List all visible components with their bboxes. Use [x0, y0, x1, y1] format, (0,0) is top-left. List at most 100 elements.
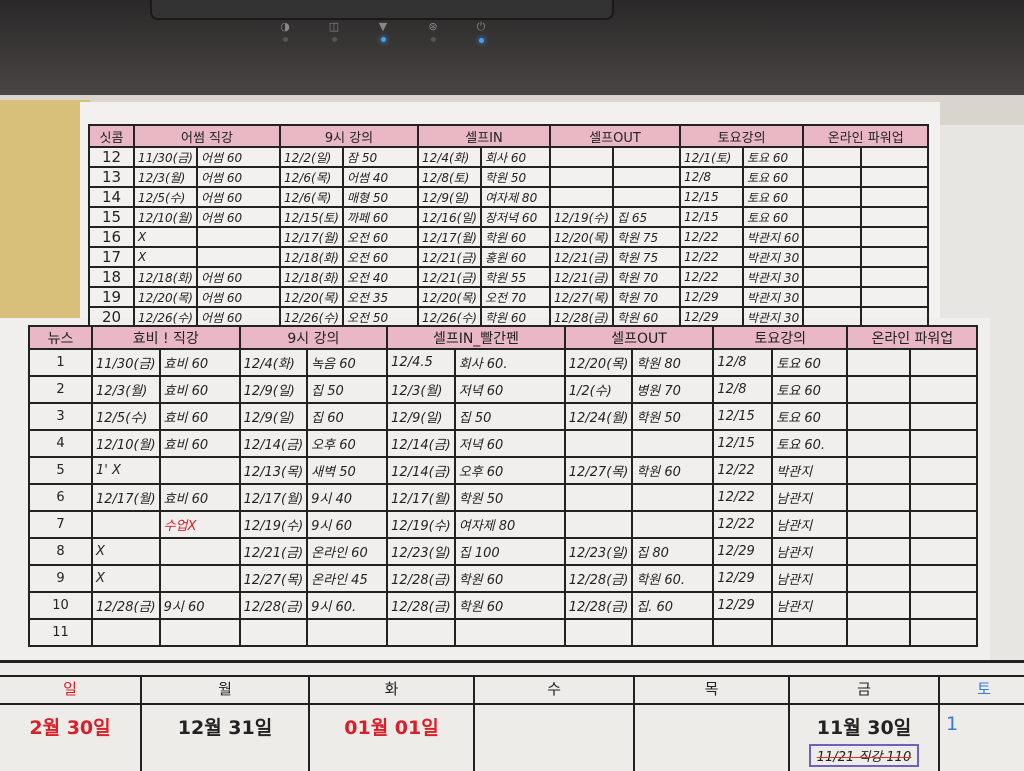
entry-cell: 토요 60: [742, 206, 805, 228]
entry-cell: 집. 60: [631, 591, 715, 620]
table-row: 20 12/26(수) 어썸 60 12/26(수) 오전 50 12/26(수) 학원 6…: [88, 306, 930, 328]
table-row: 9 X 12/27(목) 온라인 45 12/28(금) 학원 60 12/28(금) 학원 …: [28, 564, 979, 593]
date-cell: 12/6(목): [279, 186, 344, 208]
top-attendance-table: 싯콤 어썸 직강 9시 강의 셀프IN 셀프OUT 토요강의 온라인 파워업 12 11/30(…: [88, 124, 930, 328]
entry-cell: 학원 75: [612, 246, 681, 268]
date-cell: 12/28(금): [386, 564, 456, 593]
date-cell: 12/15: [679, 186, 744, 208]
entry-cell: [909, 564, 979, 593]
entry-cell: [159, 456, 241, 485]
entry-cell: 저녁 60: [454, 429, 566, 458]
date-cell: [549, 146, 614, 168]
date-cell: 12/8: [679, 166, 744, 188]
column-header: 셀프OUT: [549, 124, 681, 148]
entry-cell: [631, 510, 715, 539]
date-cell: 12/22: [679, 226, 744, 248]
entry-cell: 학원 50: [480, 166, 551, 188]
entry-cell: [860, 226, 930, 248]
date-cell: [802, 206, 863, 228]
date-cell: 12/3(월): [386, 375, 456, 404]
entry-cell: [860, 266, 930, 288]
entry-cell: 저녁 60: [454, 375, 566, 404]
date-cell: 11/30(금): [91, 348, 161, 377]
entry-cell: [909, 591, 979, 620]
date-cell: 12/23(일): [563, 537, 634, 566]
calendar-date: 1: [946, 713, 959, 735]
date-cell: [563, 618, 634, 647]
entry-cell: 오후 60: [454, 456, 566, 485]
date-cell: 12/4.5: [386, 348, 456, 377]
entry-cell: 회사 60: [480, 146, 551, 168]
table-row: 3 12/5(수) 효비 60 12/9(일) 집 60 12/9(일) 집 50 12/24…: [28, 402, 979, 431]
entry-cell: 박관지: [771, 456, 849, 485]
entry-cell: 병원 70: [631, 375, 715, 404]
date-cell: 12/29: [712, 564, 774, 593]
calendar-date: 12월 31일: [177, 717, 273, 739]
bottom-attendance-table: 뉴스 효비 ! 직강 9시 강의 셀프IN_빨간펜 셀프OUT 토요강의 온라인 파워업 1 1…: [28, 325, 979, 647]
entry-cell: [454, 618, 566, 647]
entry-cell: [860, 206, 930, 228]
date-cell: [91, 618, 161, 647]
date-cell: 12/10(월): [133, 206, 198, 228]
date-cell: 12/21(금): [549, 266, 614, 288]
entry-cell: 박관지 60: [742, 226, 805, 248]
table-header-row: 뉴스 효비 ! 직강 9시 강의 셀프IN_빨간펜 셀프OUT 토요강의 온라인 파워업: [28, 325, 979, 350]
date-cell: 12/22: [679, 266, 744, 288]
date-cell: 12/28(금): [238, 591, 309, 620]
calendar-date-cell: [635, 703, 790, 771]
row-number: 16: [88, 226, 135, 248]
entry-cell: [159, 537, 241, 566]
table-row: 12 11/30(금) 어썸 60 12/2(일) 잠 50 12/4(화) 회사 60 12…: [88, 146, 930, 168]
entry-cell: 오전 60: [342, 226, 419, 248]
date-cell: 12/19(수): [386, 510, 456, 539]
entry-cell: 토요 60: [771, 402, 849, 431]
entry-cell: 9시 60.: [306, 591, 389, 620]
calendar-date-cell: 1: [940, 703, 1024, 771]
entry-cell: 장저녁 60: [480, 206, 551, 228]
date-cell: [563, 510, 634, 539]
row-number: 12: [88, 146, 135, 168]
entry-cell: 9시 60: [306, 510, 389, 539]
entry-cell: 박관지 30: [742, 266, 805, 288]
row-number: 19: [88, 286, 135, 308]
entry-cell: 집 60: [306, 402, 389, 431]
table-row: 5 1' X 12/13(목) 새벽 50 12/14(금) 오후 60 12/27(목) 학…: [28, 456, 979, 485]
date-cell: 12/28(금): [91, 591, 161, 620]
entry-cell: 학원 50: [631, 402, 715, 431]
entry-cell: [612, 186, 681, 208]
entry-cell: [631, 618, 715, 647]
calendar-dates: 2월 30일 12월 31일 01월 01일 11월 30일 11/21 직강 110 1: [0, 703, 1024, 771]
entry-cell: 효비 60: [159, 483, 241, 512]
date-cell: 12/20(목): [549, 226, 614, 248]
calendar-date: 2월 30일: [29, 717, 111, 739]
date-cell: 12/4(화): [417, 146, 482, 168]
bluetooth-icon: ⊛: [426, 20, 440, 42]
row-number: 2: [28, 375, 93, 404]
calendar-date: 01월 01일: [344, 717, 439, 739]
entry-cell: 토요 60: [742, 166, 805, 188]
entry-cell: [909, 456, 979, 485]
entry-cell: 오전 35: [342, 286, 419, 308]
date-cell: 12/9(일): [238, 375, 309, 404]
date-cell: [846, 564, 912, 593]
entry-cell: 오전 70: [480, 286, 551, 308]
calendar-day-3: 수: [475, 677, 635, 703]
calendar-day-5: 금: [790, 677, 940, 703]
column-header: 온라인 파워업: [846, 325, 979, 350]
entry-cell: 오전 40: [342, 266, 419, 288]
laptop-bezel: ◑ ◫ ▼ ⊛ ⏻: [0, 0, 1024, 100]
entry-cell: 9시 60: [159, 591, 241, 620]
date-cell: [846, 429, 912, 458]
entry-cell: 박관지 30: [742, 286, 805, 308]
row-number: 8: [28, 537, 93, 566]
date-cell: [549, 166, 614, 188]
entry-cell: 수업X: [159, 510, 241, 539]
date-cell: [846, 483, 912, 512]
row-number: 14: [88, 186, 135, 208]
date-cell: X: [91, 564, 161, 593]
entry-cell: 집 65: [612, 206, 681, 228]
date-cell: X: [133, 226, 198, 248]
date-cell: 12/14(금): [386, 429, 456, 458]
table-row: 2 12/3(월) 효비 60 12/9(일) 집 50 12/3(월) 저녁 60 1/2(…: [28, 375, 979, 404]
entry-cell: 홍원 60: [480, 246, 551, 268]
